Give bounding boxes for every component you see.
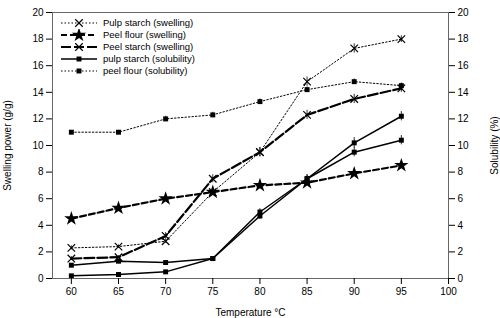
svg-text:95: 95: [396, 286, 408, 297]
svg-text:20: 20: [32, 7, 44, 18]
svg-text:100: 100: [440, 286, 457, 297]
svg-text:10: 10: [458, 140, 470, 151]
svg-text:8: 8: [458, 166, 464, 177]
html-text:peel flour (solubility): peel flour (solubility): [103, 65, 188, 76]
svg-text:Temperature °C: Temperature °C: [215, 307, 285, 318]
html-text:Peel starch (swelling): Peel starch (swelling): [103, 41, 194, 52]
svg-text:80: 80: [254, 286, 266, 297]
html-text:pulp starch (solubility): pulp starch (solubility): [103, 53, 195, 64]
svg-text:18: 18: [32, 33, 44, 44]
svg-text:4: 4: [38, 220, 44, 231]
html-text:Pulp starch (swelling): Pulp starch (swelling): [103, 17, 194, 28]
svg-text:Solubility (%): Solubility (%): [489, 116, 500, 174]
svg-text:12: 12: [32, 113, 44, 124]
svg-text:2: 2: [458, 246, 464, 257]
svg-text:14: 14: [32, 87, 44, 98]
svg-text:85: 85: [302, 286, 314, 297]
svg-text:60: 60: [66, 286, 78, 297]
svg-text:20: 20: [458, 7, 470, 18]
svg-text:4: 4: [458, 220, 464, 231]
svg-text:6: 6: [458, 193, 464, 204]
svg-text:90: 90: [349, 286, 361, 297]
svg-text:12: 12: [458, 113, 470, 124]
svg-text:10: 10: [32, 140, 44, 151]
svg-text:6: 6: [38, 193, 44, 204]
svg-text:16: 16: [32, 60, 44, 71]
svg-text:Swelling power (g/g): Swelling power (g/g): [2, 100, 13, 191]
svg-text:16: 16: [458, 60, 470, 71]
svg-text:2: 2: [38, 246, 44, 257]
svg-text:70: 70: [160, 286, 172, 297]
svg-text:0: 0: [458, 273, 464, 284]
svg-text:18: 18: [458, 33, 470, 44]
svg-text:75: 75: [207, 286, 219, 297]
svg-text:8: 8: [38, 166, 44, 177]
html-text:Peel flour (swelling): Peel flour (swelling): [103, 29, 186, 40]
svg-text:0: 0: [38, 273, 44, 284]
svg-text:65: 65: [113, 286, 125, 297]
svg-text:14: 14: [458, 87, 470, 98]
